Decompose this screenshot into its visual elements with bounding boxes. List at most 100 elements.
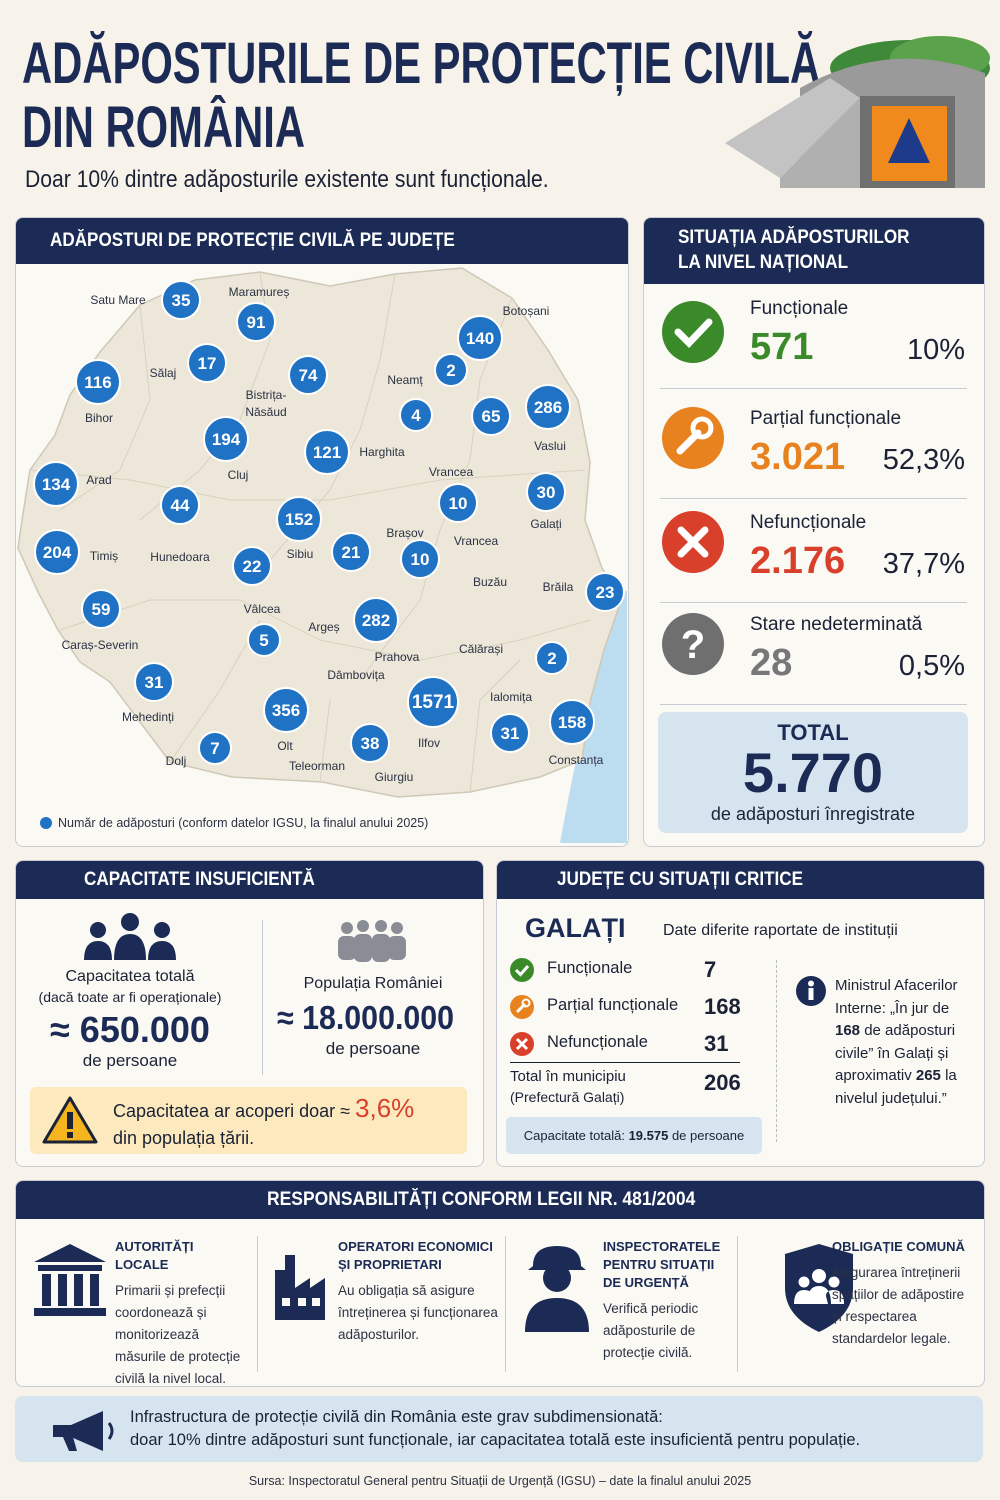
warning-percent: 3,6% bbox=[355, 1093, 415, 1123]
county-label: Bistrița- bbox=[246, 388, 287, 402]
bubble bbox=[81, 589, 121, 629]
divider bbox=[660, 388, 967, 389]
map-layer: Satu Mare Maramureș Botoșani Sălaj Bistrița-… bbox=[33, 280, 625, 784]
bubble-value: 38 bbox=[361, 734, 380, 753]
head bbox=[341, 922, 353, 934]
divider bbox=[262, 920, 263, 1075]
county-note: Date diferite raportate de instituții bbox=[663, 922, 898, 939]
responsibility-title: INSPECTORATELE PENTRU SITUAȚII DE URGENȚ… bbox=[603, 1239, 721, 1290]
responsibility-icons bbox=[34, 1244, 853, 1332]
icon-functional bbox=[662, 301, 724, 363]
cross bbox=[515, 1037, 529, 1051]
responsibility-text: Au obligația să asigure întreținerea și … bbox=[338, 1283, 498, 1342]
county-label: Galați bbox=[530, 517, 561, 531]
head bbox=[357, 920, 369, 932]
head bbox=[543, 1264, 571, 1292]
cross bbox=[677, 526, 709, 558]
bubble-value: 140 bbox=[466, 329, 494, 348]
bubble bbox=[203, 416, 249, 462]
responsibilities-panel: RESPONSABILITĂȚI CONFORM LEGII NR. 481/2… bbox=[15, 1180, 985, 1387]
icon-functional bbox=[510, 958, 534, 982]
handle bbox=[63, 1437, 77, 1451]
responsibilities-heading: RESPONSABILITĂȚI CONFORM LEGII NR. 481/2… bbox=[267, 1189, 696, 1210]
border bbox=[59, 599, 591, 661]
county-label: Olt bbox=[277, 739, 293, 753]
bunker-illustration bbox=[725, 36, 990, 189]
factory bbox=[275, 1255, 325, 1320]
body bbox=[372, 934, 390, 962]
bubble-value: 2 bbox=[446, 361, 455, 380]
county-label: Vrancea bbox=[429, 465, 474, 479]
text: de adăposturi civile” în Galați și aprox… bbox=[835, 1022, 956, 1084]
person bbox=[812, 1269, 826, 1283]
quote-number: 168 bbox=[835, 1022, 861, 1039]
county-label: Năsăud bbox=[245, 405, 286, 419]
bubble-value: 35 bbox=[172, 291, 191, 310]
country-outline bbox=[17, 267, 623, 798]
map-heading: ADĂPOSTURI DE PROTECȚIE CIVILĂ PE JUDEȚE bbox=[50, 230, 455, 251]
bubble bbox=[232, 546, 272, 586]
person bbox=[828, 1276, 840, 1288]
megaphone bbox=[53, 1411, 103, 1451]
county-label: Constanța bbox=[549, 753, 604, 767]
warning-text: Capacitatea ar acoperi doar ≈ 3,6% din p… bbox=[113, 1095, 414, 1152]
national-heading: LA NIVEL NAȚIONAL bbox=[678, 252, 849, 273]
bubble-value: 31 bbox=[145, 673, 164, 692]
bubble-value: 10 bbox=[449, 494, 468, 513]
title-line: DIN ROMÂNIA bbox=[22, 94, 415, 161]
crowd bbox=[338, 920, 406, 962]
status-percent: 52,3% bbox=[882, 444, 965, 476]
bubble-value: 2 bbox=[547, 649, 556, 668]
county-label: Brăila bbox=[543, 580, 574, 594]
bubble bbox=[526, 472, 566, 512]
bubble-value: 65 bbox=[482, 407, 501, 426]
bubble bbox=[471, 396, 511, 436]
conclusion-line: Infrastructura de protecție civilă din R… bbox=[130, 1408, 663, 1426]
status-label: Funcționale bbox=[750, 298, 849, 319]
conclusion-box: Infrastructura de protecție civilă din R… bbox=[15, 1396, 983, 1462]
column bbox=[90, 1274, 99, 1306]
bubble-value: 74 bbox=[299, 366, 318, 385]
status-label: Stare nedeterminată bbox=[750, 614, 923, 635]
subtitle-line: Doar 10% dintre adăposturile existente s… bbox=[25, 166, 620, 194]
bubble-value: 91 bbox=[247, 313, 266, 332]
county-label: Sălaj bbox=[150, 366, 177, 380]
i-stem bbox=[808, 988, 814, 1000]
county-label: Mehedinți bbox=[122, 710, 174, 724]
border bbox=[29, 469, 586, 501]
helmet bbox=[528, 1246, 586, 1270]
title: DIN ROMÂNIA bbox=[22, 95, 306, 160]
border bbox=[169, 619, 261, 763]
divider bbox=[660, 704, 967, 705]
head bbox=[375, 920, 387, 932]
divider bbox=[776, 960, 777, 1142]
border bbox=[319, 699, 331, 783]
responsibility: INSPECTORATELE PENTRU SITUAȚII DE URGENȚ… bbox=[603, 1238, 728, 1364]
county-label: Buzău bbox=[473, 575, 507, 589]
bubble-value: 204 bbox=[43, 543, 72, 562]
total-sub: (Prefectură Galați) bbox=[510, 1089, 625, 1105]
sound bbox=[107, 1422, 114, 1440]
bubble bbox=[160, 485, 200, 525]
county-label: Sibiu bbox=[287, 547, 314, 561]
row-value: 168 bbox=[704, 994, 741, 1019]
county-label: Vrancea bbox=[454, 534, 499, 548]
county-label: Călărași bbox=[459, 642, 503, 656]
county-label: Timiș bbox=[90, 549, 118, 563]
county-label: Brașov bbox=[386, 526, 423, 540]
bubble bbox=[34, 529, 80, 575]
capacity-heading: CAPACITATE INSUFICIENTĂ bbox=[84, 869, 315, 890]
row-value: 31 bbox=[704, 1031, 729, 1056]
county-label: Ialomița bbox=[490, 690, 532, 704]
bubble bbox=[198, 731, 232, 765]
bubble bbox=[331, 532, 371, 572]
check bbox=[674, 318, 713, 349]
head bbox=[154, 922, 170, 938]
column bbox=[42, 1274, 51, 1306]
bubble-value: 282 bbox=[362, 611, 390, 630]
bubble-value: 7 bbox=[210, 739, 219, 758]
responsibility-text: Verifică periodic adăposturile de protec… bbox=[603, 1301, 699, 1360]
text: Capacitate totală: bbox=[523, 1128, 625, 1143]
total-box: TOTAL 5.770 de adăposturi înregistrate bbox=[658, 712, 968, 833]
county-label: Harghita bbox=[359, 445, 405, 459]
